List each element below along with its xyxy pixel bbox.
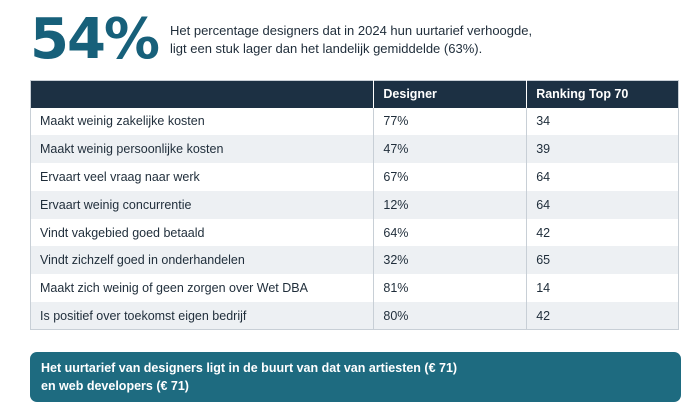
hero-description: Het percentage designers dat in 2024 hun… bbox=[170, 22, 600, 58]
table-body: Maakt weinig zakelijke kosten 77% 34 Maa… bbox=[30, 107, 679, 330]
summary-banner: Het uurtarief van designers ligt in de b… bbox=[30, 352, 681, 402]
row-designer-value: 12% bbox=[373, 190, 527, 219]
row-ranking-value: 14 bbox=[526, 274, 679, 303]
table-row: Vindt vakgebied goed betaald 64% 42 bbox=[31, 218, 679, 247]
row-label: Ervaart veel vraag naar werk bbox=[40, 169, 200, 184]
hero-description-line-1: Het percentage designers dat in 2024 hun… bbox=[170, 23, 533, 38]
table-row: Is positief over toekomst eigen bedrijf … bbox=[30, 302, 679, 330]
summary-banner-line-1: Het uurtarief van designers ligt in de b… bbox=[41, 361, 458, 375]
table-row: Maakt zich weinig of geen zorgen over We… bbox=[31, 274, 679, 303]
row-ranking-value: 65 bbox=[526, 246, 679, 275]
table-row: Maakt weinig zakelijke kosten 77% 34 bbox=[31, 107, 679, 136]
header-cell-designer: Designer bbox=[373, 80, 527, 108]
hero: 54% bbox=[30, 7, 160, 72]
table-row: Ervaart weinig concurrentie 12% 64 bbox=[30, 190, 679, 219]
row-ranking-value: 34 bbox=[526, 107, 679, 136]
row-designer-value: 80% bbox=[373, 302, 527, 330]
table-header: Designer Ranking Top 70 bbox=[30, 80, 679, 108]
row-label: Vindt vakgebied goed betaald bbox=[40, 225, 205, 240]
row-label: Maakt weinig zakelijke kosten bbox=[40, 114, 205, 129]
table-row: Vindt zichzelf goed in onderhandelen 32%… bbox=[30, 246, 679, 275]
headline-percentage: 54% bbox=[30, 7, 160, 72]
row-ranking-value: 39 bbox=[526, 135, 679, 164]
row-label: Maakt zich weinig of geen zorgen over We… bbox=[40, 281, 308, 296]
row-designer-value: 77% bbox=[373, 107, 527, 136]
table-row: Ervaart veel vraag naar werk 67% 64 bbox=[31, 163, 679, 191]
row-label: Maakt weinig persoonlijke kosten bbox=[30, 135, 374, 164]
row-ranking-value: 42 bbox=[526, 218, 679, 247]
row-label: Is positief over toekomst eigen bedrijf bbox=[30, 302, 374, 330]
hero-description-line-2: ligt een stuk lager dan het landelijk ge… bbox=[170, 41, 483, 56]
row-designer-value: 81% bbox=[373, 274, 527, 303]
row-designer-value: 67% bbox=[373, 163, 527, 191]
row-designer-value: 47% bbox=[373, 135, 527, 164]
row-label: Ervaart weinig concurrentie bbox=[30, 190, 374, 219]
row-ranking-value: 64 bbox=[526, 163, 679, 191]
row-designer-value: 64% bbox=[373, 218, 527, 247]
table-row: Maakt weinig persoonlijke kosten 47% 39 bbox=[30, 135, 679, 164]
header-cell-label bbox=[30, 80, 374, 108]
comparison-table: Designer Ranking Top 70 Maakt weinig zak… bbox=[30, 80, 679, 331]
summary-banner-line-2: en web developers (€ 71) bbox=[41, 379, 189, 393]
header-cell-ranking: Ranking Top 70 bbox=[526, 80, 679, 108]
row-label: Vindt zichzelf goed in onderhandelen bbox=[30, 246, 374, 275]
row-designer-value: 32% bbox=[373, 246, 527, 275]
header-row: Designer Ranking Top 70 bbox=[30, 80, 679, 108]
row-ranking-value: 42 bbox=[526, 302, 679, 330]
row-ranking-value: 64 bbox=[526, 190, 679, 219]
